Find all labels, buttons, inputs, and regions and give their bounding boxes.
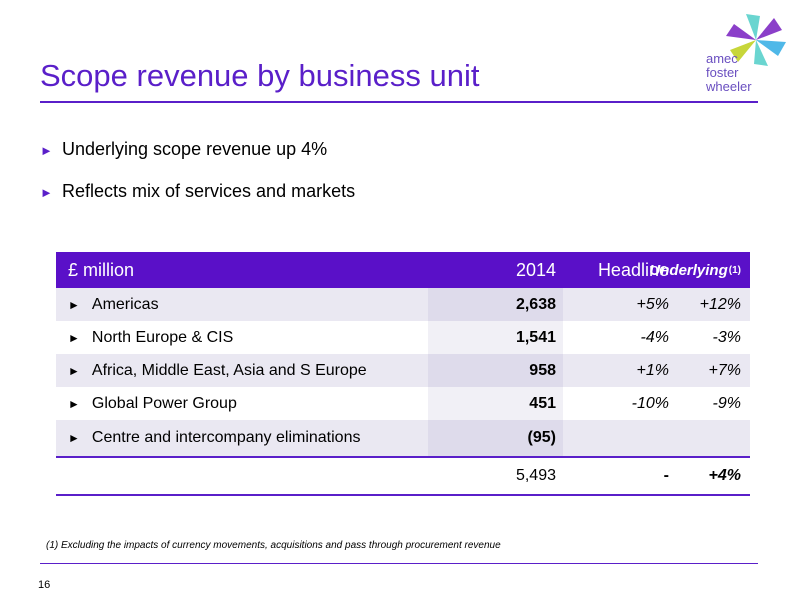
- total-headline: -: [663, 467, 669, 484]
- table-row: ► Africa, Middle East, Asia and S Europe …: [56, 354, 750, 387]
- triangle-right-icon: ►: [68, 297, 80, 312]
- company-logo: amec foster wheeler: [706, 12, 786, 98]
- total-underlying: +4%: [708, 467, 741, 484]
- triangle-right-icon: ►: [40, 185, 53, 200]
- triangle-right-icon: ►: [68, 330, 80, 345]
- title-divider: [40, 101, 758, 103]
- triangle-right-icon: ►: [68, 431, 80, 445]
- total-year: 5,493: [515, 467, 556, 484]
- table-header: £ million 2014 Headline Underlying (1): [56, 252, 750, 288]
- footer-divider: [40, 563, 758, 564]
- table-total-row: 5,493 - +4%: [56, 456, 750, 496]
- logo-wordmark: amec foster wheeler: [706, 51, 752, 94]
- header-headline: Headline: [597, 259, 669, 280]
- header-label: £ million: [68, 259, 135, 280]
- triangle-right-icon: ►: [68, 363, 80, 378]
- table-row: ► Centre and intercompany eliminations (9…: [56, 420, 750, 456]
- table-row: ► Global Power Group 451 -10% -9%: [56, 387, 750, 420]
- footnote: (1) Excluding the impacts of currency mo…: [46, 540, 501, 551]
- header-underlying: Underlying (1): [649, 261, 741, 279]
- table-row: ► Americas 2,638 +5% +12%: [56, 288, 750, 321]
- header-year: 2014: [515, 259, 556, 280]
- page-number: 16: [38, 579, 51, 591]
- logo-pinwheel-icon: [726, 14, 786, 66]
- revenue-table: £ million 2014 Headline Underlying (1) ► A…: [56, 252, 750, 496]
- page-title: Scope revenue by business unit: [40, 58, 480, 93]
- triangle-right-icon: ►: [68, 396, 80, 411]
- triangle-right-icon: ►: [40, 143, 53, 158]
- table-row: ► North Europe & CIS 1,541 -4% -3%: [56, 321, 750, 354]
